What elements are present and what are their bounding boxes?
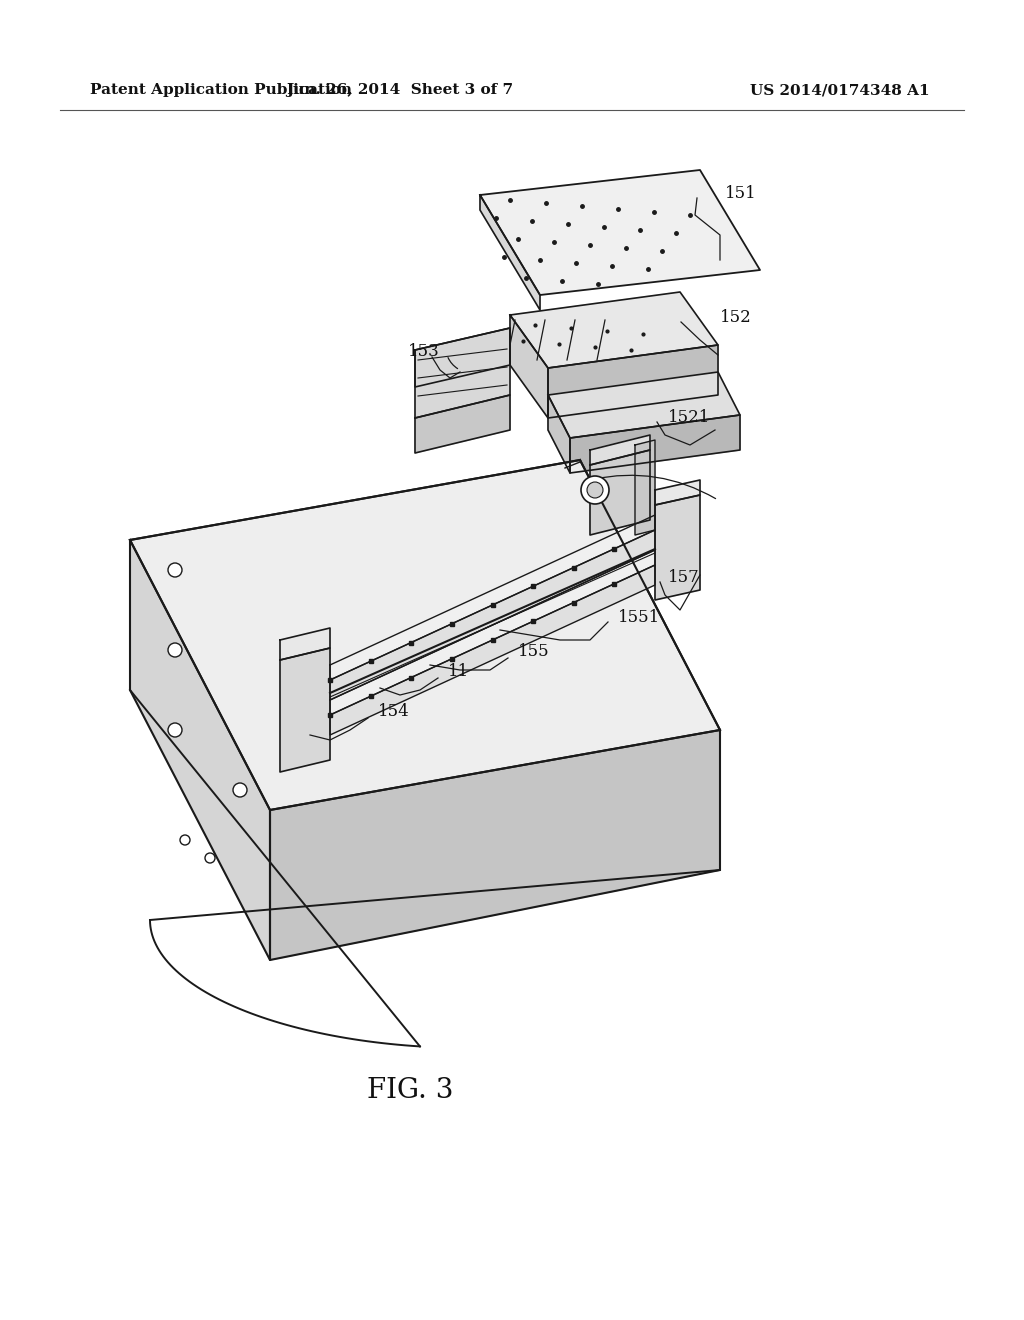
Polygon shape <box>510 292 718 368</box>
Polygon shape <box>270 730 720 960</box>
Text: 151: 151 <box>725 185 757 202</box>
Circle shape <box>168 643 182 657</box>
Polygon shape <box>548 345 718 418</box>
Polygon shape <box>130 459 720 810</box>
Polygon shape <box>548 372 740 438</box>
Polygon shape <box>330 531 655 700</box>
Circle shape <box>233 783 247 797</box>
Polygon shape <box>655 480 700 506</box>
Text: 1551: 1551 <box>618 610 660 627</box>
Polygon shape <box>415 327 510 387</box>
Text: 157: 157 <box>668 569 699 586</box>
Polygon shape <box>590 450 650 535</box>
Text: 1521: 1521 <box>668 409 711 426</box>
Polygon shape <box>415 327 510 418</box>
Text: Patent Application Publication: Patent Application Publication <box>90 83 352 96</box>
Polygon shape <box>635 440 655 535</box>
Polygon shape <box>570 414 740 473</box>
Polygon shape <box>480 195 540 310</box>
Text: 153: 153 <box>408 343 439 360</box>
Polygon shape <box>548 395 570 473</box>
Text: 154: 154 <box>378 704 410 721</box>
Text: 11: 11 <box>449 664 469 681</box>
Polygon shape <box>280 628 330 660</box>
Circle shape <box>587 482 603 498</box>
Polygon shape <box>330 565 655 735</box>
Polygon shape <box>280 648 330 772</box>
Polygon shape <box>330 550 655 715</box>
Circle shape <box>168 564 182 577</box>
Text: US 2014/0174348 A1: US 2014/0174348 A1 <box>750 83 930 96</box>
Circle shape <box>581 477 609 504</box>
Polygon shape <box>415 395 510 453</box>
Text: Jun. 26, 2014  Sheet 3 of 7: Jun. 26, 2014 Sheet 3 of 7 <box>287 83 514 96</box>
Text: 155: 155 <box>518 644 550 660</box>
Circle shape <box>180 836 190 845</box>
Circle shape <box>205 853 215 863</box>
Polygon shape <box>330 515 655 680</box>
Polygon shape <box>510 315 548 418</box>
Polygon shape <box>590 436 650 465</box>
Text: FIG. 3: FIG. 3 <box>367 1077 454 1104</box>
Text: 152: 152 <box>720 309 752 326</box>
Polygon shape <box>480 170 760 294</box>
Circle shape <box>168 723 182 737</box>
Polygon shape <box>130 540 270 960</box>
Polygon shape <box>655 495 700 601</box>
